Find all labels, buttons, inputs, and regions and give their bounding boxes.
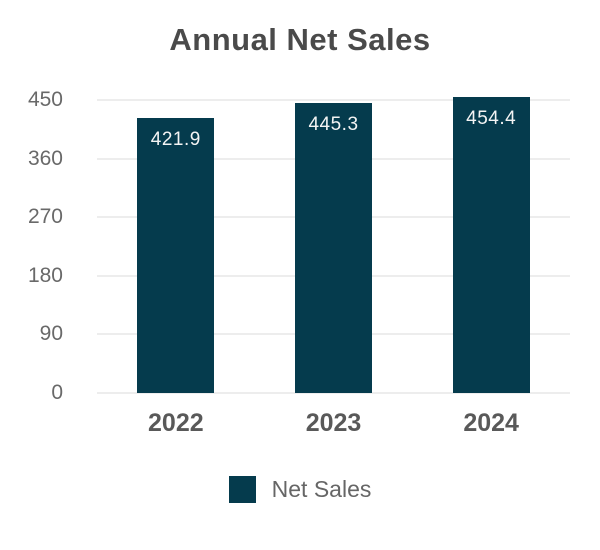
y-tick-label: 270 xyxy=(27,205,63,229)
plot-area: 421.9 445.3 454.4 xyxy=(97,97,570,394)
bar-2024: 454.4 xyxy=(452,97,530,393)
legend: Net Sales xyxy=(0,476,600,503)
bar-value-label: 421.9 xyxy=(150,129,201,151)
chart-title: Annual Net Sales xyxy=(169,22,431,57)
bar-2022: 421.9 xyxy=(137,118,215,393)
y-tick-label: 180 xyxy=(27,263,63,287)
y-tick-label: 360 xyxy=(27,146,63,170)
legend-swatch-net-sales xyxy=(228,476,256,503)
y-axis: 0 90 180 270 360 450 xyxy=(0,88,63,404)
y-tick-label: 450 xyxy=(27,88,63,111)
legend-label-net-sales: Net Sales xyxy=(271,476,372,502)
y-tick-label: 90 xyxy=(39,322,63,346)
bar-value-label: 454.4 xyxy=(466,108,517,130)
x-tick-label-2024: 2024 xyxy=(463,409,519,437)
x-tick-label-2023: 2023 xyxy=(305,409,362,437)
gridline xyxy=(97,392,570,394)
gridline xyxy=(97,99,570,101)
x-axis: 2022 2023 2024 xyxy=(97,408,570,440)
bar-value-label: 445.3 xyxy=(308,114,359,136)
y-tick-label: 0 xyxy=(51,381,63,404)
x-tick-label-2022: 2022 xyxy=(148,409,204,437)
bar-2023: 445.3 xyxy=(295,103,372,393)
